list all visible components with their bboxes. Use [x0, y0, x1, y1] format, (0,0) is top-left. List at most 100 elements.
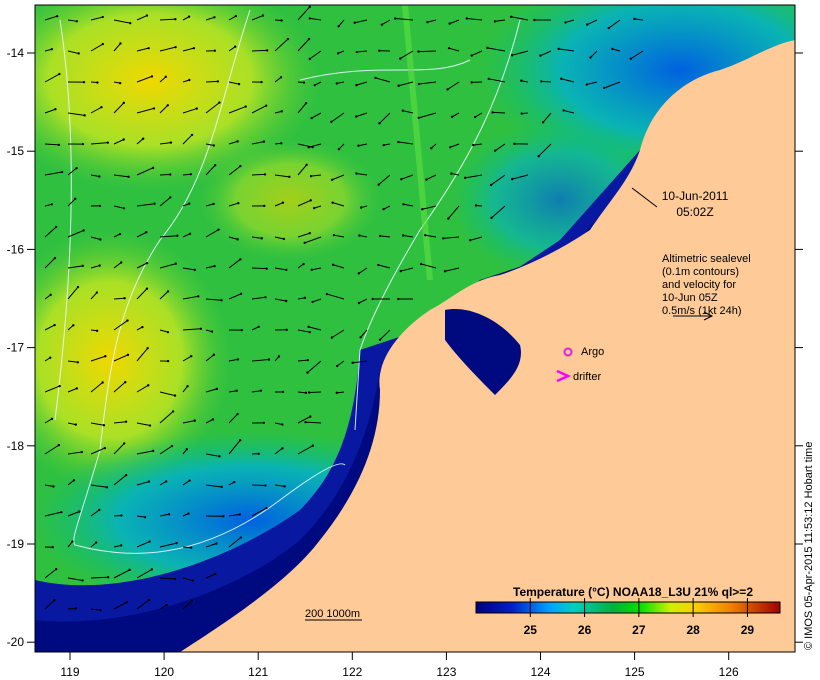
velocity-arrow-head — [303, 296, 307, 299]
velocity-arrow-head — [54, 225, 58, 229]
velocity-arrow-head — [191, 579, 194, 582]
velocity-arrow — [205, 164, 216, 176]
velocity-arrow-head — [218, 455, 221, 458]
velocity-arrow — [136, 231, 147, 238]
velocity-arrow — [90, 447, 106, 455]
velocity-arrow — [90, 422, 104, 426]
warm-water-w — [35, 230, 230, 490]
velocity-arrow — [44, 143, 59, 146]
velocity-arrow — [182, 47, 195, 52]
velocity-arrow-head — [174, 17, 177, 21]
velocity-arrow — [274, 76, 282, 83]
velocity-arrow-head — [188, 479, 191, 482]
velocity-arrow — [380, 235, 391, 238]
velocity-arrow-head — [239, 439, 242, 442]
y-tick-label: -15 — [7, 144, 25, 158]
velocity-arrow-head — [145, 261, 149, 265]
velocity-arrow — [448, 47, 460, 52]
velocity-arrow — [381, 19, 391, 26]
velocity-arrow — [297, 38, 310, 52]
velocity-arrow-head — [55, 567, 58, 571]
velocity-arrow-head — [450, 115, 454, 118]
velocity-arrow — [251, 236, 262, 239]
velocity-arrow — [44, 171, 63, 176]
velocity-arrow — [420, 263, 437, 269]
velocity-arrow-head — [304, 391, 308, 395]
velocity-arrow — [159, 445, 173, 455]
velocity-arrow-head — [359, 336, 362, 339]
velocity-arrow — [159, 329, 169, 333]
velocity-arrow — [113, 421, 127, 424]
velocity-arrow-head — [302, 81, 306, 84]
velocity-arrow — [67, 167, 77, 176]
velocity-arrow — [443, 236, 460, 239]
velocity-arrow-head — [308, 57, 311, 61]
velocity-arrow — [309, 17, 322, 21]
velocity-arrow — [136, 568, 153, 579]
time-label: 05:02Z — [676, 205, 713, 219]
velocity-arrow — [182, 420, 195, 424]
velocity-arrow — [563, 109, 575, 114]
velocity-arrow-head — [210, 330, 214, 333]
velocity-arrow — [228, 258, 241, 269]
velocity-arrow-head — [147, 598, 151, 602]
velocity-arrow — [44, 568, 57, 579]
y-tick-label: -14 — [7, 46, 25, 60]
velocity-arrow-head — [190, 599, 194, 603]
velocity-arrow-head — [533, 18, 536, 22]
velocity-arrow — [44, 257, 56, 269]
drifter-label: drifter — [573, 371, 601, 383]
velocity-arrow-head — [239, 292, 243, 296]
velocity-arrow-head — [71, 540, 74, 543]
velocity-arrow — [205, 543, 217, 548]
velocity-arrow-head — [75, 166, 78, 170]
velocity-arrow — [228, 81, 240, 85]
velocity-arrow — [541, 80, 552, 83]
velocity-arrow-head — [305, 163, 308, 167]
velocity-arrow-head — [146, 346, 149, 350]
velocity-arrow — [274, 422, 283, 426]
velocity-arrow — [274, 298, 287, 302]
velocity-arrow-head — [55, 15, 59, 18]
colorbar-tick-label: 27 — [632, 623, 646, 637]
velocity-arrow — [426, 174, 437, 181]
velocity-arrow-head — [82, 229, 85, 232]
velocity-arrow-head — [330, 178, 334, 181]
velocity-arrow — [305, 421, 322, 424]
velocity-arrow-head — [262, 421, 265, 425]
velocity-arrow — [336, 391, 345, 394]
velocity-arrow-head — [357, 272, 360, 275]
velocity-arrow-head — [306, 371, 309, 374]
velocity-arrow — [44, 599, 55, 610]
velocity-arrow — [44, 484, 54, 487]
velocity-arrow-head — [463, 176, 467, 180]
velocity-arrow-head — [306, 358, 309, 362]
velocity-arrow-head — [106, 141, 110, 144]
velocity-arrow-head — [425, 178, 428, 181]
velocity-arrow-head — [325, 292, 329, 296]
velocity-arrow — [297, 6, 311, 21]
velocity-arrow-head — [489, 183, 493, 187]
velocity-arrow-head — [378, 338, 382, 341]
velocity-arrow — [159, 197, 171, 207]
velocity-arrow — [471, 50, 483, 57]
velocity-arrow — [487, 47, 506, 52]
velocity-arrow — [159, 104, 169, 114]
velocity-arrow-head — [513, 142, 516, 146]
velocity-arrow-head — [397, 140, 400, 144]
velocity-arrow-head — [285, 328, 288, 331]
velocity-arrow-head — [470, 54, 473, 57]
x-tick-label: 119 — [60, 665, 79, 679]
velocity-arrow — [44, 15, 58, 21]
velocity-arrow — [113, 544, 122, 548]
velocity-arrow — [512, 174, 529, 180]
warm-water-nw — [35, 5, 320, 190]
velocity-arrow — [332, 202, 345, 207]
velocity-arrow — [90, 509, 100, 517]
velocity-arrow-head — [174, 45, 177, 49]
velocity-arrow — [542, 112, 552, 123]
velocity-arrow-head — [262, 140, 266, 143]
velocity-arrow-head — [74, 423, 77, 426]
y-tick-label: -18 — [7, 439, 25, 453]
velocity-arrow-head — [101, 381, 104, 384]
